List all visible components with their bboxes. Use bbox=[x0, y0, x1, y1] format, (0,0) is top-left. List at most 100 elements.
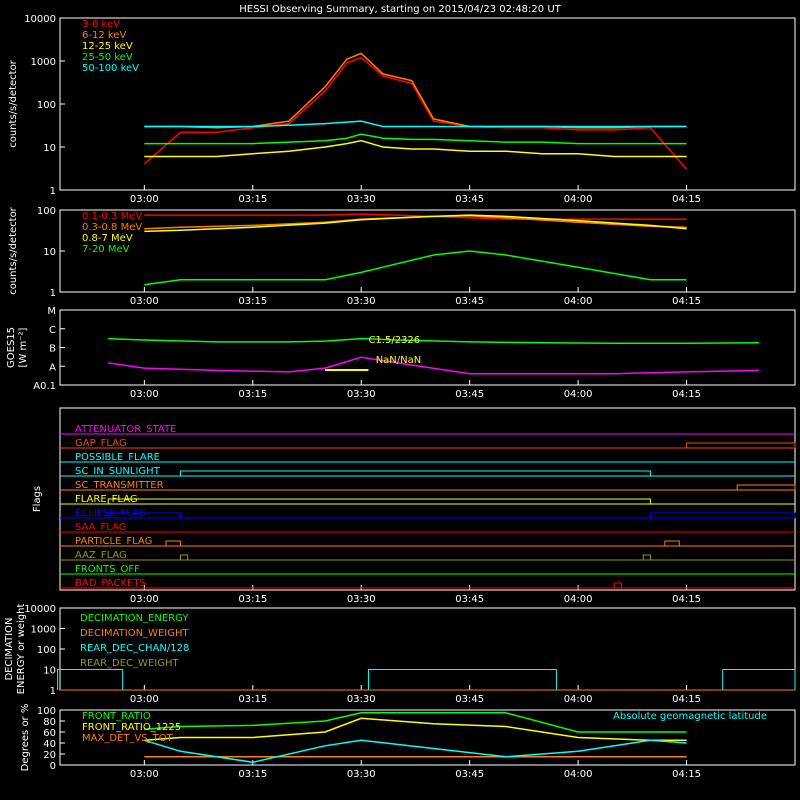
xray-xtick-label-4: 04:00 bbox=[564, 194, 593, 205]
ratio-ytick-label-4: 80 bbox=[43, 717, 56, 728]
xray-ylabel: counts/s/detector bbox=[8, 59, 19, 147]
xray-ytick-label-0: 1 bbox=[50, 186, 56, 197]
flag-label-7: SAA_FLAG bbox=[75, 522, 126, 533]
flag-segment-3-0 bbox=[179, 470, 651, 476]
goes-ylabel: GOES15 bbox=[6, 327, 17, 368]
gamma-legend-2: 0.8-7 MeV bbox=[82, 233, 133, 244]
ratio-ytick-label-5: 100 bbox=[37, 706, 56, 717]
goes-ytick-label-1: A bbox=[49, 362, 56, 373]
ratio-frame bbox=[59, 709, 796, 766]
gamma-series-2 bbox=[144, 214, 687, 233]
decimation-xtick-label-4: 04:00 bbox=[564, 694, 593, 705]
flag-label-2: POSSIBLE_FLARE bbox=[75, 452, 160, 463]
decimation-legend-0: DECIMATION_ENERGY bbox=[80, 613, 189, 624]
decimation-xtick-label-3: 03:45 bbox=[455, 694, 484, 705]
goes-class-label: C1.5/2326 bbox=[368, 335, 420, 346]
flags-xtick-label-4: 04:00 bbox=[564, 594, 593, 605]
flag-label-5: FLARE_FLAG bbox=[75, 494, 138, 505]
flag-label-8: PARTICLE_FLAG bbox=[75, 536, 152, 547]
flags-xtick-label-2: 03:30 bbox=[347, 594, 376, 605]
flag-label-9: AAZ_FLAG bbox=[75, 550, 127, 561]
flag-label-10: FRONTS_OFF bbox=[75, 564, 140, 575]
decimation-legend-1: DECIMATION_WEIGHT bbox=[80, 628, 189, 639]
flag-label-3: SC_IN_SUNLIGHT bbox=[75, 466, 161, 477]
xray-xtick-label-2: 03:30 bbox=[347, 194, 376, 205]
xray-legend-4: 50-100 keV bbox=[82, 63, 139, 74]
decimation-ytick-label-4: 10000 bbox=[24, 604, 56, 615]
goes-series-1 bbox=[108, 356, 759, 375]
decimation-ytick-label-0: 1 bbox=[50, 686, 56, 697]
decimation-xtick-label-5: 04:15 bbox=[672, 694, 701, 705]
ratio-ytick-label-0: 0 bbox=[50, 761, 56, 772]
flag-segment-9-1 bbox=[642, 554, 651, 560]
goes-ytick-label-4: M bbox=[47, 306, 56, 317]
ratio-xtick-label-4: 04:00 bbox=[564, 769, 593, 780]
xray-frame bbox=[59, 17, 796, 191]
ratio-ylabel: Degrees or % bbox=[20, 704, 31, 772]
ratio-ytick-label-1: 20 bbox=[43, 750, 56, 761]
xray-legend-0: 3-6 keV bbox=[82, 19, 120, 30]
decimation-legend-2: REAR_DEC_CHAN/128 bbox=[80, 643, 189, 654]
flag-label-1: GAP_FLAG bbox=[75, 438, 127, 449]
goes-xtick-label-0: 03:00 bbox=[130, 389, 159, 400]
decimation-ytick-label-3: 1000 bbox=[31, 625, 56, 636]
decimation-step-0 bbox=[57, 669, 124, 690]
xray-ytick-label-3: 1000 bbox=[31, 57, 56, 68]
xray-xtick-label-3: 03:45 bbox=[455, 194, 484, 205]
ratio-series-3 bbox=[144, 739, 687, 764]
gamma-ytick-label-2: 100 bbox=[37, 206, 56, 217]
flag-segment-1-0 bbox=[686, 442, 796, 448]
decimation-ylabel-2: ENERGY or weight bbox=[16, 604, 27, 695]
gamma-xtick-label-4: 04:00 bbox=[564, 296, 593, 307]
flag-segment-11-0 bbox=[613, 582, 622, 588]
ratio-right-label: Absolute geomagnetic latitude bbox=[613, 711, 767, 722]
xray-legend-3: 25-50 keV bbox=[82, 52, 133, 63]
decimation-ylabel-1: DECIMATION bbox=[4, 617, 15, 680]
flags-xtick-label-1: 03:15 bbox=[238, 594, 267, 605]
xray-xtick-label-1: 03:15 bbox=[238, 194, 267, 205]
decimation-step-1 bbox=[367, 669, 557, 690]
goes-series-0 bbox=[108, 337, 759, 344]
xray-series-0 bbox=[143, 56, 688, 170]
decimation-xtick-label-1: 03:15 bbox=[238, 694, 267, 705]
ratio-xtick-label-0: 03:00 bbox=[130, 769, 159, 780]
flag-label-0: ATTENUATOR_STATE bbox=[75, 424, 176, 435]
flags-frame bbox=[59, 407, 796, 591]
gamma-ytick-label-0: 1 bbox=[50, 288, 56, 299]
goes-xtick-label-1: 03:15 bbox=[238, 389, 267, 400]
flags-xtick-label-3: 03:45 bbox=[455, 594, 484, 605]
xray-series-2 bbox=[144, 139, 687, 158]
ratio-series-1 bbox=[144, 717, 687, 742]
xray-series-4 bbox=[144, 120, 687, 128]
goes-position-label: NaN/NaN bbox=[376, 355, 422, 366]
xray-ytick-label-2: 100 bbox=[37, 100, 56, 111]
decimation-ytick-label-2: 100 bbox=[37, 645, 56, 656]
chart-title: HESSI Observing Summary, starting on 201… bbox=[239, 4, 561, 15]
xray-ytick-label-4: 10000 bbox=[24, 14, 56, 25]
ratio-xtick-label-2: 03:30 bbox=[347, 769, 376, 780]
ratio-ytick-label-3: 60 bbox=[43, 728, 56, 739]
flag-segment-6-0 bbox=[107, 512, 181, 518]
goes-xtick-label-2: 03:30 bbox=[347, 389, 376, 400]
ratio-legend-0: FRONT_RATIO bbox=[82, 711, 151, 722]
ratio-legend-2: MAX_DET_VS_TOT bbox=[82, 733, 174, 744]
xray-ytick-label-1: 10 bbox=[43, 143, 56, 154]
decimation-xtick-label-2: 03:30 bbox=[347, 694, 376, 705]
decimation-legend-3: REAR_DEC_WEIGHT bbox=[80, 658, 179, 669]
xray-legend-1: 6-12 keV bbox=[82, 30, 126, 41]
flags-xtick-label-5: 04:15 bbox=[672, 594, 701, 605]
xray-legend-2: 12-25 keV bbox=[82, 41, 133, 52]
flag-label-4: SC_TRANSMITTER bbox=[75, 480, 164, 491]
ratio-ytick-label-2: 40 bbox=[43, 739, 56, 750]
gamma-xtick-label-0: 03:00 bbox=[130, 296, 159, 307]
flags-ylabel: Flags bbox=[32, 486, 43, 512]
gamma-series-3 bbox=[144, 250, 687, 286]
gamma-ytick-label-1: 10 bbox=[43, 247, 56, 258]
goes-frame bbox=[59, 309, 796, 386]
ratio-xtick-label-1: 03:15 bbox=[238, 769, 267, 780]
flag-segment-9-0 bbox=[179, 554, 189, 560]
gamma-xtick-label-3: 03:45 bbox=[455, 296, 484, 307]
flag-segment-8-0 bbox=[165, 540, 181, 546]
gamma-legend-3: 7-20 MeV bbox=[82, 244, 130, 255]
